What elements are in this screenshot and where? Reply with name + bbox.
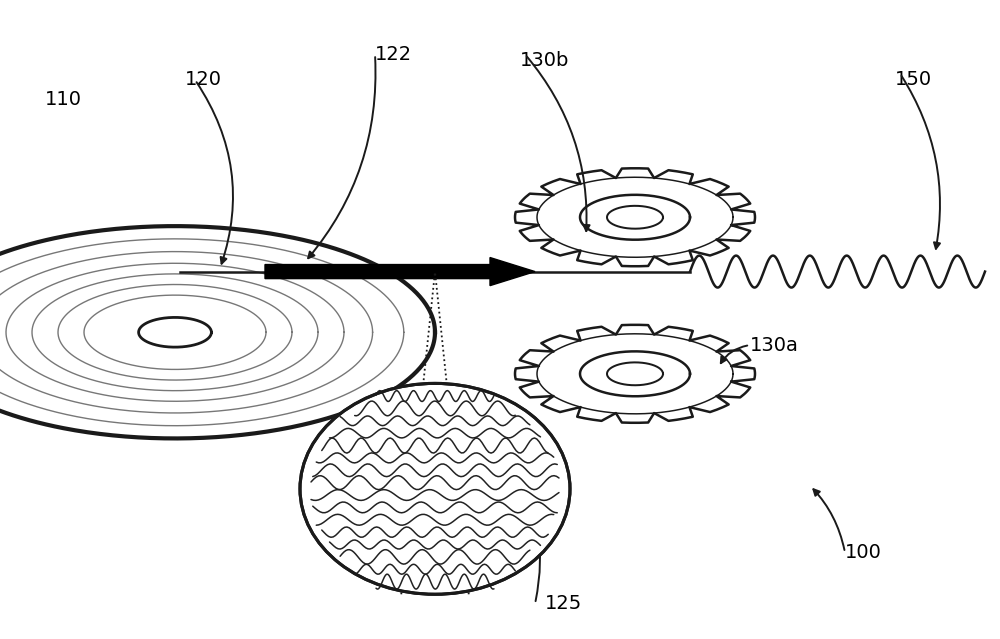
Polygon shape [535,333,735,415]
Text: 122: 122 [375,45,412,64]
FancyArrow shape [265,258,535,286]
Text: 120: 120 [185,70,222,89]
Text: 130a: 130a [750,335,799,355]
Text: 110: 110 [45,89,82,109]
Text: 100: 100 [845,543,882,562]
Polygon shape [0,226,435,438]
Text: 125: 125 [545,594,582,613]
Polygon shape [535,176,735,258]
Ellipse shape [300,383,570,594]
Text: 150: 150 [895,70,932,89]
Text: 130b: 130b [520,51,569,70]
